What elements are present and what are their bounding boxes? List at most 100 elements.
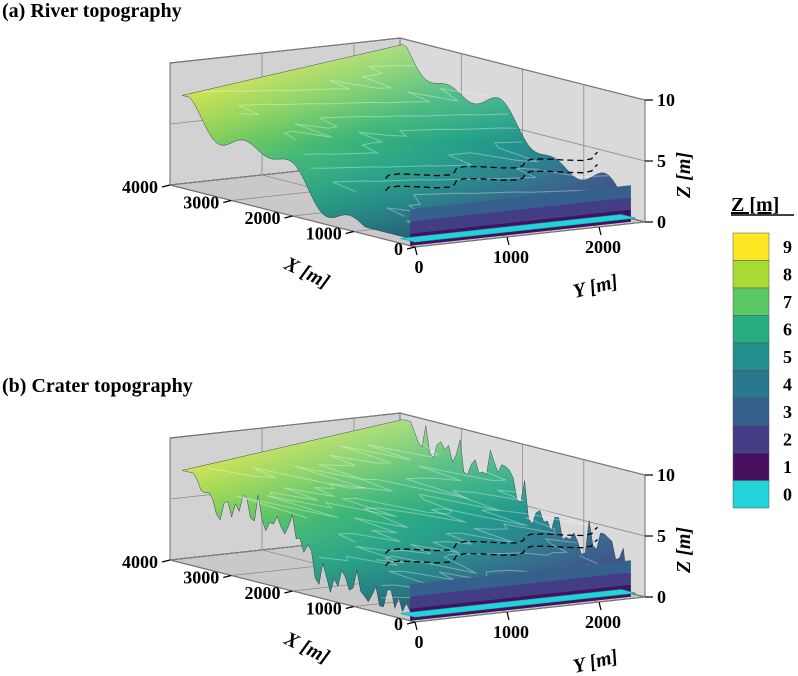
colorbar-swatch xyxy=(732,480,770,509)
y-axis-label: Y [m] xyxy=(571,270,621,302)
colorbar-level-label: 5 xyxy=(783,347,792,367)
river-topography-panel: (a) River topography 0 1000 2000 3000 4000 0 1… xyxy=(2,0,695,303)
x-tick-label: 0 xyxy=(394,239,403,259)
x-tick-label: 2000 xyxy=(245,583,281,603)
colorbar-level-label: 6 xyxy=(783,319,792,339)
contour-band xyxy=(235,489,524,519)
z-tick-label: 10 xyxy=(657,465,675,485)
crater-topography-panel: (b) Crater topography 010002000300040000… xyxy=(2,375,695,676)
dashed-contour-line xyxy=(385,526,598,555)
x-tick-mark xyxy=(223,574,232,579)
terrain-shading xyxy=(182,419,631,612)
x-tick-mark xyxy=(406,246,416,250)
colorbar-swatch xyxy=(732,315,770,344)
x-tick-mark xyxy=(284,215,293,219)
water-surface xyxy=(400,214,636,243)
y-tick-label: 1000 xyxy=(493,622,529,642)
contour-band xyxy=(338,507,589,543)
colorbar-level-label: 3 xyxy=(783,402,792,422)
panel-title: (a) River topography xyxy=(2,0,182,22)
x-tick-label: 4000 xyxy=(122,552,158,572)
colorbar-level-label: 2 xyxy=(783,429,792,449)
axis-ticks: 0 1000 2000 3000 4000 0 1000 2000 0 5 10 xyxy=(122,90,675,277)
x-tick-mark xyxy=(161,184,171,188)
y-tick-mark xyxy=(506,236,510,246)
x-tick-label: 2000 xyxy=(245,208,281,228)
colorbar-title: Z [m] xyxy=(731,194,779,216)
terrain-shading xyxy=(182,44,631,239)
contour-band xyxy=(355,517,556,564)
y-tick-label: 0 xyxy=(415,257,424,277)
contour-band xyxy=(304,127,518,155)
z-axis-label: Z [m] xyxy=(673,152,695,199)
z-tick-label: 5 xyxy=(657,526,666,546)
x-tick-label: 1000 xyxy=(306,224,342,244)
grid-line xyxy=(169,412,646,476)
colorbar-swatch xyxy=(732,452,770,481)
colorbar-level-label: 7 xyxy=(783,292,792,312)
contour-band xyxy=(207,441,440,489)
z-axis-label: Z [m] xyxy=(673,527,695,574)
colorbar-swatch xyxy=(732,425,770,454)
x-tick-mark xyxy=(223,199,232,204)
topography-surface xyxy=(182,44,636,246)
x-axis-label: X [m] xyxy=(280,627,333,668)
colorbar-level-label: 9 xyxy=(783,237,792,257)
x-axis-label: X [m] xyxy=(280,252,333,293)
y-tick-mark xyxy=(598,601,602,611)
colorbar-swatch xyxy=(732,260,770,289)
z-tick-label: 5 xyxy=(657,151,666,171)
z-tick-label: 0 xyxy=(657,212,666,232)
dashed-contour-line xyxy=(385,164,598,192)
x-tick-mark xyxy=(345,605,354,610)
contour-band xyxy=(310,141,539,169)
x-tick-label: 0 xyxy=(394,614,403,634)
y-tick-mark xyxy=(414,621,418,631)
water-surface xyxy=(400,589,636,618)
front-wall-band xyxy=(410,560,631,597)
front-wall-band xyxy=(410,197,631,234)
dashed-contour-line xyxy=(385,151,598,180)
contour-band xyxy=(202,64,415,93)
contour-band xyxy=(238,88,486,115)
colorbar-swatch xyxy=(732,232,770,261)
grid-line xyxy=(169,37,646,101)
z-tick-label: 10 xyxy=(657,90,675,110)
front-wall-band xyxy=(410,185,631,222)
colorbar-level-label: 8 xyxy=(783,264,792,284)
y-tick-mark xyxy=(506,611,510,621)
panel-title: (b) Crater topography xyxy=(2,375,193,397)
y-tick-label: 2000 xyxy=(585,612,621,632)
dashed-contour-line xyxy=(385,539,598,567)
colorbar-legend: Z [m] 9 8 7 6 5 4 3 2 1 0 xyxy=(731,194,794,509)
x-tick-label: 3000 xyxy=(183,193,219,213)
colorbar-swatch xyxy=(732,397,770,426)
y-tick-label: 2000 xyxy=(585,237,621,257)
colorbar-level-label: 1 xyxy=(783,457,792,477)
topography-surface xyxy=(182,419,636,621)
y-tick-mark xyxy=(414,246,418,256)
x-tick-mark xyxy=(284,590,293,594)
colorbar-swatch xyxy=(732,287,770,316)
z-tick-label: 0 xyxy=(657,587,666,607)
x-tick-mark xyxy=(345,230,354,235)
colorbar-swatches: 9 8 7 6 5 4 3 2 1 0 xyxy=(732,232,792,509)
colorbar-swatch xyxy=(732,370,770,399)
y-tick-label: 1000 xyxy=(493,247,529,267)
axis-ticks: 0 1000 2000 3000 4000 0 1000 2000 0 5 10 xyxy=(122,465,675,652)
colorbar-level-label: 0 xyxy=(783,484,792,504)
y-tick-mark xyxy=(598,226,602,236)
x-tick-label: 3000 xyxy=(183,568,219,588)
y-tick-label: 0 xyxy=(415,632,424,652)
contour-band xyxy=(386,189,617,217)
x-tick-mark xyxy=(406,621,416,625)
y-axis-label: Y [m] xyxy=(571,645,621,676)
x-tick-label: 4000 xyxy=(122,177,158,197)
colorbar-swatch xyxy=(732,342,770,371)
colorbar-level-label: 4 xyxy=(783,374,792,394)
front-wall-band xyxy=(410,572,631,609)
x-tick-label: 1000 xyxy=(306,599,342,619)
contour-band xyxy=(269,465,507,501)
x-tick-mark xyxy=(161,559,171,563)
